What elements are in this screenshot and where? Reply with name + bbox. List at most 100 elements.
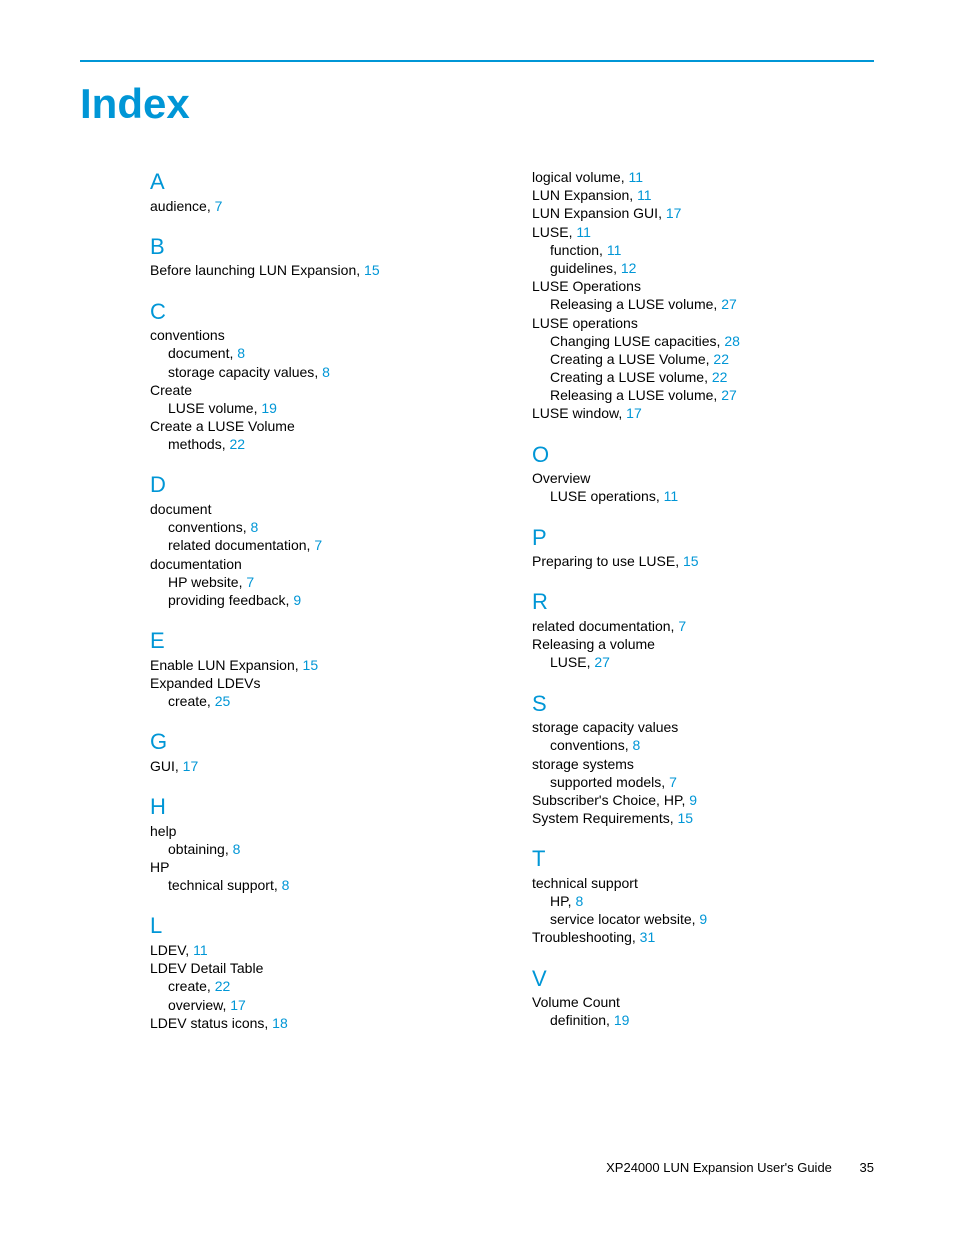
index-entry-text: documentation (150, 556, 242, 572)
index-letter: R (532, 588, 874, 617)
index-page-link[interactable]: 22 (215, 978, 231, 994)
index-page-link[interactable]: 9 (689, 792, 697, 808)
index-entry-text: document (168, 345, 229, 361)
index-entry: technical support (532, 874, 874, 892)
index-page-link[interactable]: 11 (193, 942, 208, 958)
index-page-link[interactable]: 27 (594, 654, 610, 670)
index-page-link[interactable]: 11 (607, 242, 622, 258)
index-entry-text: LDEV status icons (150, 1015, 264, 1031)
index-page-link[interactable]: 8 (282, 877, 290, 893)
index-page-link[interactable]: 15 (364, 262, 380, 278)
index-entry: related documentation, 7 (168, 536, 492, 554)
index-entry: methods, 22 (168, 435, 492, 453)
index-entry: LUSE Operations (532, 277, 874, 295)
index-entry-text: service locator website (550, 911, 692, 927)
index-page-link[interactable]: 8 (233, 841, 241, 857)
index-entry-text: HP (550, 893, 568, 909)
index-page-link[interactable]: 17 (626, 405, 642, 421)
index-entry-text: related documentation (532, 618, 671, 634)
index-page-link[interactable]: 17 (183, 758, 199, 774)
index-page-link[interactable]: 7 (669, 774, 677, 790)
index-page-link[interactable]: 11 (664, 488, 679, 504)
index-entry: create, 25 (168, 692, 492, 710)
index-entry-text: Subscriber's Choice, HP (532, 792, 681, 808)
index-page-link[interactable]: 22 (713, 351, 729, 367)
index-entry-text: storage capacity values (168, 364, 314, 380)
index-page-link[interactable]: 11 (576, 224, 591, 240)
index-entry-text: Overview (532, 470, 590, 486)
index-entry: Preparing to use LUSE, 15 (532, 552, 874, 570)
index-entry: Changing LUSE capacities, 28 (550, 332, 874, 350)
index-entry-text: function (550, 242, 599, 258)
index-letter: A (150, 168, 492, 197)
index-page-link[interactable]: 22 (712, 369, 728, 385)
index-entry: Overview (532, 469, 874, 487)
page-footer: XP24000 LUN Expansion User's Guide 35 (606, 1160, 874, 1175)
index-page-link[interactable]: 17 (666, 205, 682, 221)
index-page-link[interactable]: 8 (237, 345, 245, 361)
index-entry-text: Creating a LUSE volume (550, 369, 704, 385)
index-column-1: Aaudience, 7BBefore launching LUN Expans… (150, 168, 492, 1032)
index-letter: O (532, 441, 874, 470)
index-page-link[interactable]: 15 (683, 553, 699, 569)
index-entry: LUN Expansion, 11 (532, 186, 874, 204)
index-entry-text: Preparing to use LUSE (532, 553, 675, 569)
index-entry-text: guidelines (550, 260, 613, 276)
index-page-link[interactable]: 7 (246, 574, 254, 590)
index-entry: LUSE, 11 (532, 223, 874, 241)
index-page-link[interactable]: 7 (678, 618, 686, 634)
index-entry-text: storage systems (532, 756, 634, 772)
index-page-link[interactable]: 9 (699, 911, 707, 927)
index-page-link[interactable]: 7 (314, 537, 322, 553)
footer-page-number: 35 (860, 1160, 874, 1175)
index-page-link[interactable]: 19 (261, 400, 277, 416)
index-entry: Releasing a volume (532, 635, 874, 653)
index-page-link[interactable]: 19 (614, 1012, 630, 1028)
index-page-link[interactable]: 18 (272, 1015, 288, 1031)
index-entry-text: help (150, 823, 176, 839)
index-entry: audience, 7 (150, 197, 492, 215)
index-page-link[interactable]: 15 (678, 810, 694, 826)
index-entry-text: related documentation (168, 537, 307, 553)
index-page-link[interactable]: 7 (215, 198, 223, 214)
index-page-link[interactable]: 8 (633, 737, 641, 753)
index-entry-text: LUSE volume (168, 400, 254, 416)
index-page-link[interactable]: 22 (229, 436, 245, 452)
index-entry-text: Troubleshooting (532, 929, 632, 945)
index-entry: storage systems (532, 755, 874, 773)
index-entry: document, 8 (168, 344, 492, 362)
index-letter: D (150, 471, 492, 500)
index-page-link[interactable]: 31 (640, 929, 656, 945)
index-entry-text: providing feedback (168, 592, 286, 608)
index-page-link[interactable]: 12 (621, 260, 637, 276)
index-page-link[interactable]: 28 (724, 333, 740, 349)
index-letter: P (532, 524, 874, 553)
index-entry: Creating a LUSE volume, 22 (550, 368, 874, 386)
index-entry: LUN Expansion GUI, 17 (532, 204, 874, 222)
index-entry: create, 22 (168, 977, 492, 995)
index-entry: documentation (150, 555, 492, 573)
index-page-link[interactable]: 9 (293, 592, 301, 608)
index-entry-text: definition (550, 1012, 606, 1028)
index-entry: storage capacity values, 8 (168, 363, 492, 381)
index-page-link[interactable]: 27 (721, 387, 737, 403)
index-entry-text: create (168, 978, 207, 994)
index-entry: document (150, 500, 492, 518)
index-page-link[interactable]: 8 (251, 519, 259, 535)
index-page-link[interactable]: 8 (322, 364, 330, 380)
index-entry-text: overview (168, 997, 222, 1013)
index-page-link[interactable]: 25 (215, 693, 231, 709)
index-entry-text: Releasing a LUSE volume (550, 296, 713, 312)
index-entry: logical volume, 11 (532, 168, 874, 186)
index-page-link[interactable]: 11 (629, 169, 644, 185)
index-page-link[interactable]: 17 (230, 997, 246, 1013)
index-page-link[interactable]: 15 (303, 657, 319, 673)
index-page-link[interactable]: 11 (637, 187, 652, 203)
index-page-link[interactable]: 8 (575, 893, 583, 909)
index-entry: technical support, 8 (168, 876, 492, 894)
index-page-link[interactable]: 27 (721, 296, 737, 312)
index-entry: Subscriber's Choice, HP, 9 (532, 791, 874, 809)
index-entry: obtaining, 8 (168, 840, 492, 858)
top-rule (80, 60, 874, 62)
index-entry-text: LUN Expansion (532, 187, 629, 203)
